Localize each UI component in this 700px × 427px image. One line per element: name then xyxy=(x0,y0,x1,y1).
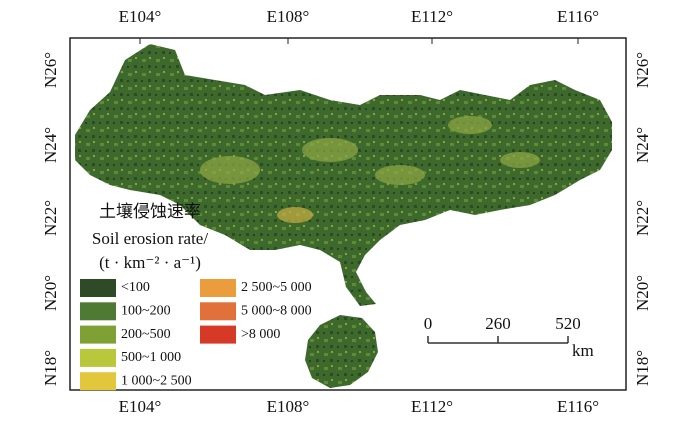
longitude-label-bottom: E116° xyxy=(557,397,599,416)
longitude-label-top: E116° xyxy=(557,7,599,26)
latitude-label-right: N18° xyxy=(633,350,652,386)
latitude-label-left: N22° xyxy=(41,200,60,236)
scale-label: 260 xyxy=(485,314,511,333)
legend-swatch xyxy=(80,302,116,321)
latitude-label-left: N26° xyxy=(41,52,60,88)
latitude-label-left: N24° xyxy=(41,127,60,163)
legend-label: 200~500 xyxy=(121,327,171,342)
latitude-label-right: N20° xyxy=(633,275,652,311)
legend-swatch xyxy=(200,302,236,321)
mainland-region xyxy=(75,44,612,306)
legend-swatch xyxy=(80,348,116,367)
legend-title: Soil erosion rate/ xyxy=(92,229,208,248)
legend-swatch xyxy=(80,279,116,297)
legend-label: 2 500~5 000 xyxy=(241,280,312,295)
longitude-label-bottom: E104° xyxy=(119,397,162,416)
hainan-region xyxy=(305,315,378,388)
legend-label: 500~1 000 xyxy=(121,350,181,365)
legend-label: <100 xyxy=(121,280,150,295)
legend-swatch xyxy=(200,279,236,297)
legend-swatch xyxy=(80,372,116,391)
longitude-label-bottom: E108° xyxy=(267,397,310,416)
scale-label: 0 xyxy=(424,314,433,333)
scale-bar: 0 260 520 km xyxy=(424,314,594,360)
legend-swatch xyxy=(80,325,116,344)
coordinate-labels: E104° E104° E108° E108° E112° E112° E116° E116°… xyxy=(41,7,652,416)
longitude-label-top: E108° xyxy=(267,7,310,26)
erosion-patches xyxy=(200,116,540,223)
latitude-label-right: N22° xyxy=(633,200,652,236)
legend-label: >8 000 xyxy=(241,327,280,342)
legend-swatch xyxy=(200,325,236,344)
longitude-label-bottom: E112° xyxy=(411,397,453,416)
legend-title: (t · km⁻² · a⁻¹) xyxy=(99,253,201,272)
legend-label: 5 000~8 000 xyxy=(241,304,312,319)
legend-label: 100~200 xyxy=(121,304,171,319)
longitude-label-top: E112° xyxy=(411,7,453,26)
legend-label: 1 000~2 500 xyxy=(121,373,192,388)
longitude-label-top: E104° xyxy=(119,7,162,26)
scale-unit: km xyxy=(572,341,594,360)
latitude-label-left: N20° xyxy=(41,275,60,311)
latitude-label-right: N26° xyxy=(633,52,652,88)
latitude-label-right: N24° xyxy=(633,127,652,163)
latitude-label-left: N18° xyxy=(41,350,60,386)
map-frame xyxy=(69,37,627,391)
legend: 土壤侵蚀速率 Soil erosion rate/ (t · km⁻² · a⁻¹)… xyxy=(80,201,312,391)
scale-label: 520 xyxy=(555,314,581,333)
legend-title: 土壤侵蚀速率 xyxy=(99,201,201,221)
